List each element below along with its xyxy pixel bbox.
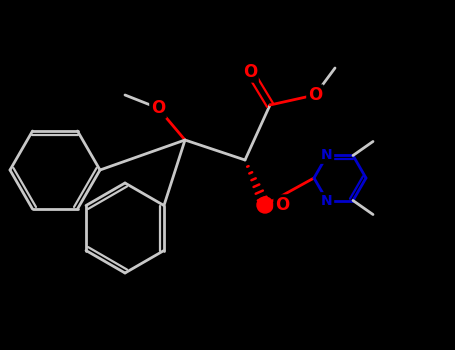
Circle shape	[257, 197, 273, 213]
Text: O: O	[308, 86, 322, 104]
Text: N: N	[321, 148, 333, 162]
Text: N: N	[321, 194, 333, 208]
Text: O: O	[275, 196, 289, 214]
Text: O: O	[151, 99, 165, 117]
Text: O: O	[243, 63, 257, 81]
